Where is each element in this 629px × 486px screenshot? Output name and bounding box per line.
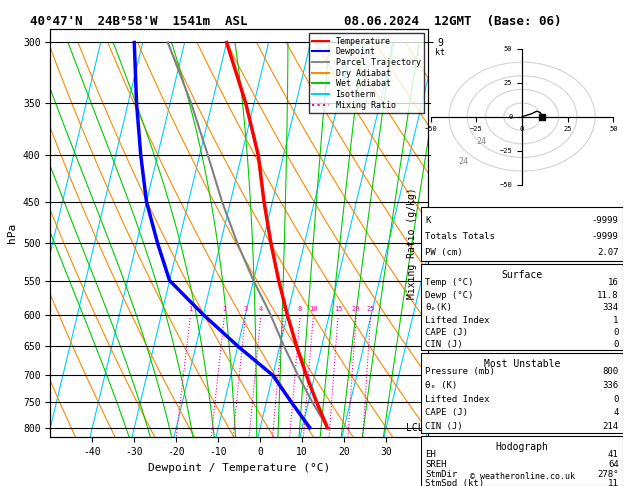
Text: © weatheronline.co.uk: © weatheronline.co.uk [470,472,574,481]
Text: 3: 3 [243,306,247,312]
Text: 4: 4 [259,306,263,312]
Text: θₑ(K): θₑ(K) [425,303,452,312]
Text: 214: 214 [603,422,619,431]
Text: StmSpd (kt): StmSpd (kt) [425,479,484,486]
Text: Most Unstable: Most Unstable [484,359,560,368]
Text: Lifted Index: Lifted Index [425,395,490,404]
Text: Lifted Index: Lifted Index [425,315,490,325]
Y-axis label: hPa: hPa [8,223,18,243]
Text: CAPE (J): CAPE (J) [425,408,469,417]
Text: Mixing Ratio (g/kg): Mixing Ratio (g/kg) [407,187,417,299]
Text: 800: 800 [603,367,619,377]
Text: 64: 64 [608,460,619,469]
Text: 1: 1 [613,315,619,325]
Text: 10: 10 [309,306,318,312]
Text: Dewp (°C): Dewp (°C) [425,291,474,300]
Text: 16: 16 [608,278,619,288]
Text: 1: 1 [188,306,192,312]
Text: Temp (°C): Temp (°C) [425,278,474,288]
Text: 11: 11 [608,479,619,486]
Text: 0: 0 [613,340,619,349]
Text: 20: 20 [352,306,360,312]
Text: 2.07: 2.07 [597,248,619,257]
Text: -9999: -9999 [592,232,619,241]
Text: LCL: LCL [406,423,424,433]
Text: 334: 334 [603,303,619,312]
FancyBboxPatch shape [421,353,623,433]
Text: SREH: SREH [425,460,447,469]
Text: 11.8: 11.8 [597,291,619,300]
Text: Hodograph: Hodograph [496,441,548,451]
Text: 8: 8 [298,306,302,312]
Text: 6: 6 [281,306,286,312]
Text: -9999: -9999 [592,216,619,225]
Text: K: K [425,216,431,225]
Text: 2: 2 [222,306,226,312]
Text: CIN (J): CIN (J) [425,340,463,349]
Text: CAPE (J): CAPE (J) [425,328,469,337]
Text: 25: 25 [366,306,375,312]
Text: 0: 0 [613,328,619,337]
Text: 08.06.2024  12GMT  (Base: 06): 08.06.2024 12GMT (Base: 06) [344,15,562,28]
Text: EH: EH [425,451,436,459]
Text: CIN (J): CIN (J) [425,422,463,431]
Text: 0: 0 [613,395,619,404]
Text: kt: kt [435,49,445,57]
FancyBboxPatch shape [421,435,623,486]
Text: 24: 24 [477,137,486,146]
X-axis label: Dewpoint / Temperature (°C): Dewpoint / Temperature (°C) [148,463,330,473]
Text: θₑ (K): θₑ (K) [425,381,458,390]
Text: Totals Totals: Totals Totals [425,232,495,241]
Text: 336: 336 [603,381,619,390]
Text: StmDir: StmDir [425,469,458,479]
Text: 41: 41 [608,451,619,459]
Text: PW (cm): PW (cm) [425,248,463,257]
Text: 24: 24 [458,157,468,166]
Text: Surface: Surface [501,270,543,279]
FancyBboxPatch shape [421,263,623,349]
Text: 40°47'N  24B°58'W  1541m  ASL: 40°47'N 24B°58'W 1541m ASL [30,15,247,28]
Text: 4: 4 [613,408,619,417]
Text: 278°: 278° [597,469,619,479]
Y-axis label: km
ASL: km ASL [449,225,471,242]
Text: Pressure (mb): Pressure (mb) [425,367,495,377]
Text: 15: 15 [333,306,342,312]
FancyBboxPatch shape [421,208,623,260]
Legend: Temperature, Dewpoint, Parcel Trajectory, Dry Adiabat, Wet Adiabat, Isotherm, Mi: Temperature, Dewpoint, Parcel Trajectory… [309,34,424,113]
